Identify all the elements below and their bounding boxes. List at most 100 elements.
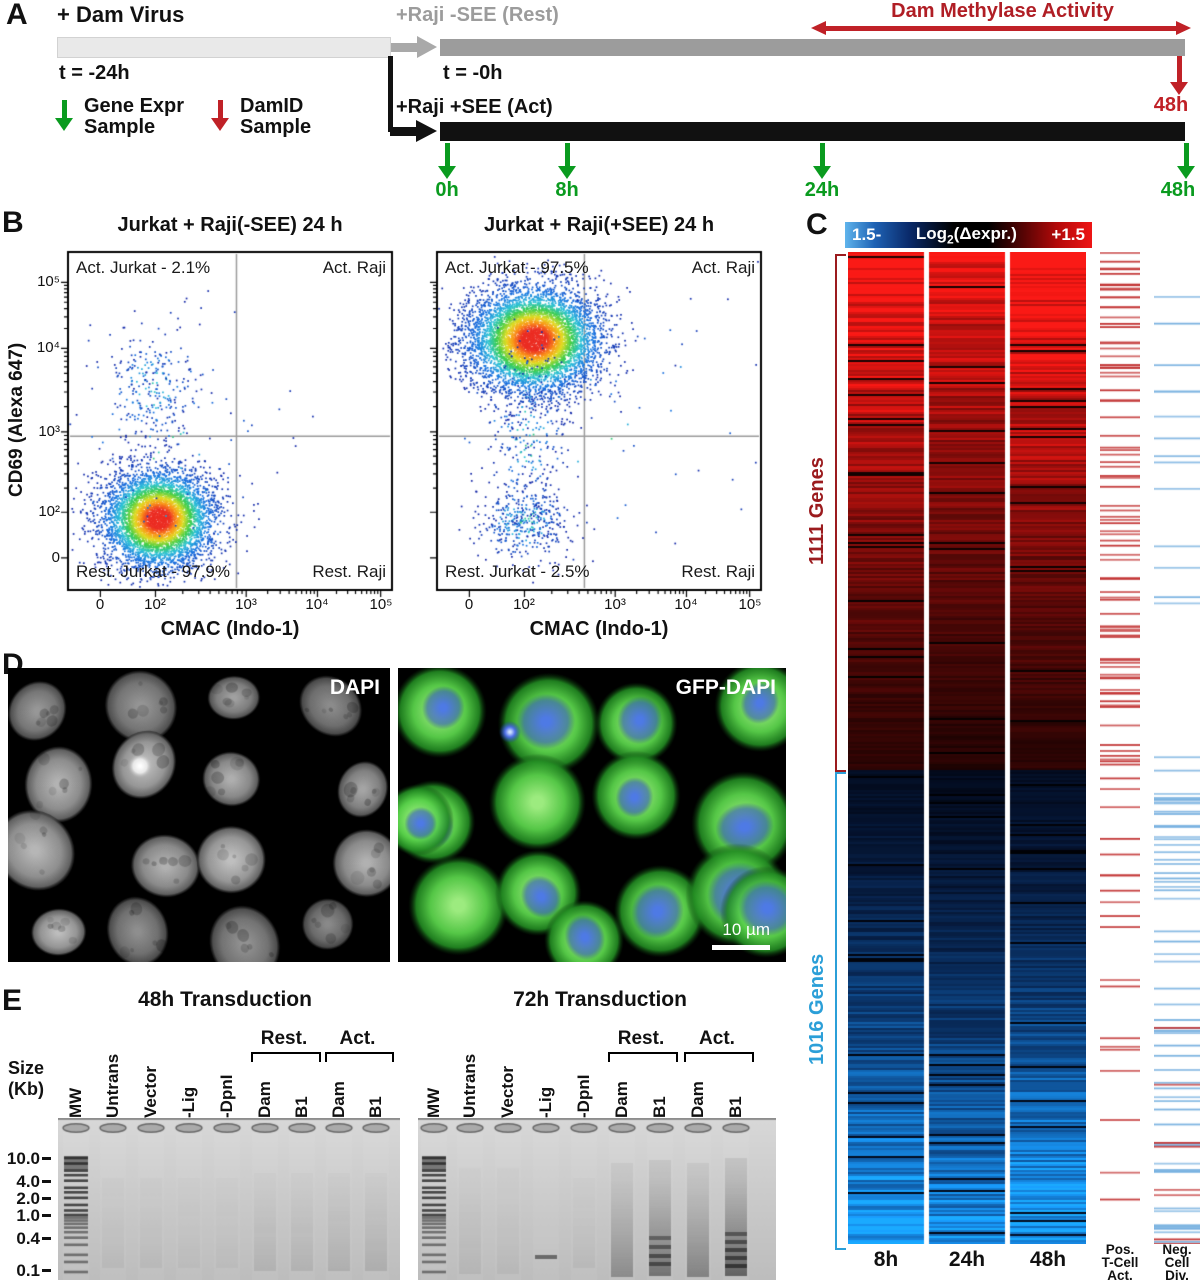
gene-expr-arrow-shaft: [1184, 143, 1189, 166]
legend-damid-arrow-head-icon: [211, 118, 229, 131]
gfp-dapi-micrograph-canvas: [398, 668, 786, 962]
lane-label-dpni: -DpnI: [574, 1074, 593, 1118]
timepoint-0h-label: 0h: [435, 179, 459, 201]
size-tick-label: 4.0: [16, 1172, 40, 1191]
group-rest-label: Rest.: [260, 1028, 308, 1049]
size-tick: [42, 1237, 51, 1240]
panel-b-label: B: [2, 206, 24, 239]
size-tick: [42, 1197, 51, 1200]
size-tick-label: 0.4: [16, 1229, 40, 1248]
legend-gene-expr-arrow-head-icon: [55, 118, 73, 131]
size-tick-label: 2.0: [16, 1189, 40, 1208]
legend-damid-line1: DamID: [240, 95, 304, 117]
scalebar: [712, 945, 770, 950]
lane-label-mw: MW: [424, 1087, 443, 1118]
x-tick-label: 10²: [144, 596, 166, 613]
x-tick-label: 0: [95, 596, 105, 613]
size-tick: [42, 1180, 51, 1183]
legend-damid-line2: Sample: [240, 116, 312, 138]
legend-gene-expr-line2: Sample: [84, 116, 156, 138]
x-tick-label: 10³: [604, 596, 626, 613]
down-genes-label: 1016 Genes: [806, 953, 828, 1065]
heatmap-color-legend: 1.5- Log2(Δexpr.) +1.5: [845, 222, 1092, 248]
t-start-label: t = -24h: [59, 62, 130, 84]
heatmap-col-8h-label: 8h: [873, 1248, 899, 1271]
legend-gene-expr-label: Gene Expr Sample: [84, 96, 184, 138]
damid-arrow-head-icon: [1170, 82, 1188, 95]
quadrant-label-rest-raji: Rest. Raji: [681, 562, 755, 581]
quadrant-label-rest-jurkat: Rest. Jurkat - 97.9%: [76, 562, 231, 581]
gene-expr-arrow-head-icon: [558, 166, 576, 179]
x-tick-label: 0: [464, 596, 474, 613]
methylase-arrow-right-head-icon: [1176, 21, 1191, 35]
flow-y-axis-title: CD69 (Alexa 647): [6, 342, 27, 498]
flow-left-title: Jurkat + Raji(-SEE) 24 h: [117, 214, 343, 236]
x-tick-label: 10⁴: [305, 596, 329, 613]
panel-e-label: E: [2, 984, 23, 1017]
quadrant-label-act-raji: Act. Raji: [322, 258, 386, 277]
scalebar-label: 10 µm: [722, 920, 770, 939]
act-elbow-line: [388, 56, 393, 132]
flow-plot-left-canvas: [56, 250, 396, 606]
t-zero-label: t = -0h: [443, 62, 503, 84]
group-act-bracket: [684, 1052, 754, 1062]
size-tick: [42, 1269, 51, 1272]
dapi-tag: DAPI: [329, 676, 380, 699]
y-tick-label: 10⁴: [36, 339, 60, 356]
legend-gene-expr-arrow-shaft: [62, 100, 67, 118]
dam-virus-label: + Dam Virus: [57, 2, 185, 27]
up-genes-label: 1111 Genes: [806, 457, 828, 565]
lane-label-untrans: Untrans: [103, 1053, 122, 1118]
gel-72h-canvas: [418, 1118, 776, 1280]
rest-timeline-bar: [440, 39, 1185, 56]
x-tick-label: 10³: [235, 596, 257, 613]
legend-scale-label: Log2(Δexpr.): [915, 223, 1017, 247]
gene-expr-arrow-head-icon: [1177, 166, 1195, 179]
y-tick-label: 10²: [38, 503, 60, 520]
gene-expr-arrow-shaft: [445, 143, 450, 166]
lane-label-lig: -Lig: [536, 1086, 555, 1118]
rest-arm-label: +Raji -SEE (Rest): [396, 4, 559, 26]
heatmap-canvas: [848, 252, 1086, 1244]
methylase-arrow-left-head-icon: [811, 21, 826, 35]
legend-min-label: 1.5-: [852, 225, 882, 244]
size-label-line1: Size: [8, 1058, 45, 1078]
pos-tcell-act-annotation-canvas: [1100, 252, 1140, 1244]
gray-arrow-shaft: [391, 43, 417, 52]
gel-48h-title: 48h Transduction: [138, 988, 312, 1011]
lane-label-mw: MW: [66, 1087, 85, 1118]
neg-cell-div-label: Neg. Cell Div.: [1162, 1242, 1192, 1280]
flow-right-title: Jurkat + Raji(+SEE) 24 h: [483, 214, 715, 236]
dapi-micrograph-canvas: [8, 668, 390, 962]
panel-a-label: A: [6, 0, 28, 31]
legend-damid-arrow-shaft: [218, 100, 223, 118]
size-tick-label: 10.0: [6, 1149, 40, 1168]
act-arrow-shaft: [390, 127, 416, 136]
legend-gene-expr-line1: Gene Expr: [84, 95, 185, 117]
size-tick-label: 1.0: [16, 1206, 40, 1225]
group-act-label: Act.: [699, 1028, 735, 1049]
gel-48h-canvas: [58, 1118, 400, 1280]
gel-72h-title: 72h Transduction: [513, 988, 687, 1011]
act-timeline-bar: [440, 122, 1185, 141]
size-label-line2: (Kb): [8, 1079, 44, 1099]
group-act-bracket: [325, 1052, 394, 1062]
legend-damid-label: DamID Sample: [240, 96, 311, 138]
quadrant-label-act-jurkat: Act. Jurkat - 97.5%: [445, 258, 589, 277]
panel-c-label: C: [806, 208, 828, 241]
damid-48h-label: 48h: [1153, 94, 1189, 116]
gene-expr-arrow-head-icon: [438, 166, 456, 179]
group-act-label: Act.: [339, 1028, 376, 1049]
timepoint-24h-label: 24h: [804, 179, 840, 201]
lane-label-dpni: -DpnI: [217, 1074, 236, 1118]
group-rest-bracket: [608, 1052, 678, 1062]
flow-left-x-axis-title: CMAC (Indo-1): [160, 618, 300, 640]
x-tick-label: 10⁴: [674, 596, 698, 613]
size-tick-label: 0.1: [16, 1261, 40, 1280]
timepoint-8h-label: 8h: [555, 179, 579, 201]
down-genes-bracket: [835, 772, 846, 1250]
quadrant-label-rest-raji: Rest. Raji: [312, 562, 386, 581]
x-tick-label: 10⁵: [369, 596, 393, 613]
gfp-dapi-tag: GFP-DAPI: [675, 676, 776, 699]
